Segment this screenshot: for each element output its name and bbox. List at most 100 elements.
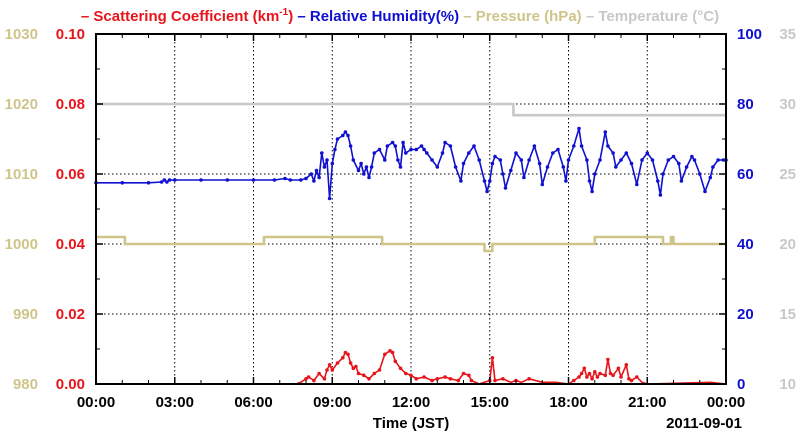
series-point-scattering-coefficient [327, 363, 332, 367]
series-point-relative-humidity [377, 147, 382, 152]
series-point-scattering-coefficient [582, 366, 587, 371]
series-point-relative-humidity [459, 179, 463, 183]
series-point-relative-humidity [173, 178, 177, 182]
series-point-relative-humidity [545, 165, 550, 169]
series-point-relative-humidity [312, 179, 316, 183]
series-point-relative-humidity [167, 178, 172, 182]
series-point-relative-humidity [422, 147, 426, 152]
series-point-relative-humidity [299, 178, 303, 182]
series-point-relative-humidity [635, 182, 639, 187]
series-point-relative-humidity [522, 175, 526, 180]
series-point-relative-humidity [716, 158, 720, 162]
series-point-scattering-coefficient [635, 375, 639, 379]
series-point-relative-humidity [501, 172, 505, 176]
series-point-relative-humidity [585, 158, 589, 162]
series-point-scattering-coefficient [383, 352, 387, 357]
y-tick-label-pressure: 1010 [5, 166, 38, 183]
y-tick-label-temperature: 20 [779, 236, 796, 253]
legend-item-temperature: – Temperature (°C) [586, 8, 719, 25]
series-point-relative-humidity [498, 158, 503, 162]
y-tick-label-scattering: 0.06 [56, 166, 85, 183]
series-point-relative-humidity [159, 180, 164, 184]
series-point-scattering-coefficient [341, 356, 345, 360]
series-point-relative-humidity [485, 189, 489, 194]
series-point-relative-humidity [671, 154, 676, 159]
series-point-scattering-coefficient [367, 377, 371, 381]
series-point-relative-humidity [703, 189, 707, 194]
series-point-scattering-coefficient [435, 377, 440, 381]
series-point-relative-humidity [721, 158, 726, 162]
series-point-scattering-coefficient [312, 378, 316, 383]
series-line-pressure [96, 235, 726, 253]
series-point-relative-humidity [461, 161, 466, 166]
series-point-scattering-coefficient [348, 361, 353, 365]
series-point-relative-humidity [493, 154, 497, 159]
y-tick-label-humidity: 100 [737, 26, 762, 43]
x-tick-label: 03:00 [156, 394, 194, 411]
axis-layer: 00:00 03:00 06:00 09:00 12:00 15:00 18:00 21:00… [5, 26, 796, 432]
series-point-relative-humidity [165, 180, 169, 184]
series-point-relative-humidity [566, 158, 571, 162]
series-point-relative-humidity [503, 186, 508, 190]
series-point-relative-humidity [556, 147, 560, 152]
series-point-relative-humidity [369, 165, 374, 169]
x-tick-label: 15:00 [471, 394, 509, 411]
series-point-relative-humidity [690, 154, 694, 159]
series-point-relative-humidity [333, 147, 337, 152]
y-tick-label-humidity: 40 [737, 236, 754, 253]
series-point-scattering-coefficient [501, 377, 505, 381]
series-point-relative-humidity [614, 165, 618, 169]
series-point-relative-humidity [364, 165, 369, 169]
series-point-scattering-coefficient [527, 377, 531, 381]
series-point-scattering-coefficient [579, 371, 584, 376]
series-point-scattering-coefficient [593, 370, 597, 374]
series-point-relative-humidity [343, 130, 348, 134]
y-tick-label-scattering: 0.10 [56, 26, 85, 43]
series-point-scattering-coefficient [317, 371, 321, 376]
series-point-relative-humidity [708, 175, 713, 180]
series-point-scattering-coefficient [590, 377, 594, 381]
series-point-scattering-coefficient [456, 378, 461, 383]
series-point-relative-humidity [351, 158, 356, 162]
series-point-relative-humidity [587, 179, 592, 183]
series-point-relative-humidity [606, 144, 610, 148]
series-point-relative-humidity [661, 172, 665, 176]
series-point-relative-humidity [419, 144, 424, 148]
y-tick-label-pressure: 1000 [5, 236, 38, 253]
grid-layer [96, 34, 726, 384]
y-tick-label-humidity: 20 [737, 306, 754, 323]
series-point-relative-humidity [645, 151, 650, 155]
y-tick-label-temperature: 10 [779, 376, 796, 393]
series-point-relative-humidity [624, 151, 629, 155]
series-point-relative-humidity [590, 189, 594, 194]
series-point-relative-humidity [658, 193, 663, 197]
series-point-scattering-coefficient [414, 377, 419, 381]
series-point-scattering-coefficient [351, 366, 356, 371]
legend-item-scattering-superscript: -1 [279, 7, 288, 18]
series-point-relative-humidity [320, 151, 324, 155]
series-point-relative-humidity [401, 140, 405, 145]
x-tick-label: 00:00 [77, 394, 115, 411]
series-point-relative-humidity [490, 161, 495, 166]
x-tick-label: 21:00 [628, 394, 666, 411]
series-point-relative-humidity [309, 172, 314, 176]
series-point-relative-humidity [314, 168, 319, 173]
series-point-relative-humidity [677, 161, 681, 166]
series-point-relative-humidity [430, 158, 434, 162]
series-point-scattering-coefficient [616, 366, 621, 371]
series-point-scattering-coefficient [404, 371, 408, 376]
series-point-relative-humidity [341, 133, 345, 138]
series-point-relative-humidity [390, 140, 395, 145]
series-point-scattering-coefficient [448, 377, 453, 381]
y-tick-label-pressure: 1020 [5, 96, 38, 113]
legend-item-humidity: – Relative Humidity(%) [297, 8, 459, 25]
y-tick-label-scattering: 0.00 [56, 376, 85, 393]
series-point-scattering-coefficient [469, 378, 474, 383]
series-point-scattering-coefficient [595, 375, 600, 379]
legend-item-scattering-suffix: ) [288, 8, 293, 25]
series-line-relative-humidity [96, 127, 726, 200]
series-point-relative-humidity [540, 182, 545, 187]
y-tick-label-temperature: 25 [779, 166, 796, 183]
x-tick-label: 09:00 [313, 394, 351, 411]
